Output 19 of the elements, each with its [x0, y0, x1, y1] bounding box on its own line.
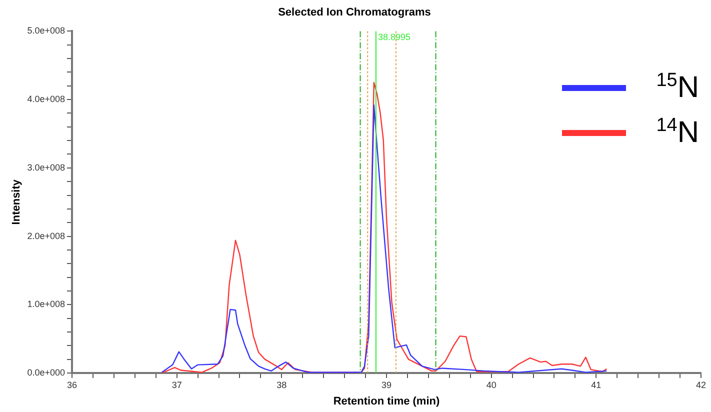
x-tick-label: 42: [696, 380, 706, 390]
legend-label: $^{14}$N: [656, 115, 699, 150]
chart-title: Selected Ion Chromatograms: [278, 6, 431, 19]
ref-line-label: 38.8995: [378, 32, 411, 42]
x-tick-label: 40: [486, 380, 496, 390]
x-tick-label: 36: [66, 380, 77, 390]
x-tick-label: 41: [591, 380, 602, 390]
y-tick-label: 5.0e+008: [27, 26, 65, 36]
y-tick-label: 2.0e+008: [27, 230, 65, 241]
x-axis-title: Retention time (min): [333, 395, 440, 408]
y-tick-label: 4.0e+008: [27, 94, 65, 104]
x-tick-label: 39: [381, 380, 392, 390]
y-tick-label: 0.0e+000: [27, 367, 65, 378]
y-axis-title: Intensity: [10, 178, 23, 225]
legend-label: $^{15}$N: [656, 70, 699, 105]
x-tick-label: 37: [172, 380, 182, 390]
x-tick-label: 38: [276, 380, 287, 390]
y-tick-label: 3.0e+008: [27, 162, 65, 172]
y-tick-label: 1.0e+008: [27, 299, 65, 310]
